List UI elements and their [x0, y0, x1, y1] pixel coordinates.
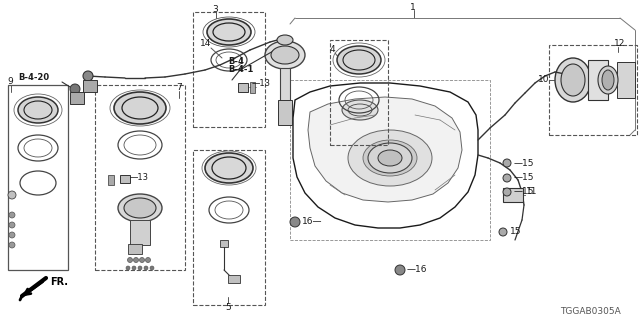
Bar [617, 62, 635, 98]
Circle shape [503, 174, 511, 182]
Text: —13: —13 [252, 79, 271, 89]
Ellipse shape [358, 136, 422, 180]
Text: TGGAB0305A: TGGAB0305A [560, 308, 621, 316]
Circle shape [132, 266, 136, 270]
Circle shape [503, 159, 511, 167]
Bar [95, 85, 185, 270]
Ellipse shape [598, 66, 618, 94]
Circle shape [9, 212, 15, 218]
Ellipse shape [602, 70, 614, 90]
Circle shape [145, 258, 150, 262]
Text: 11: 11 [526, 188, 538, 196]
Text: 9: 9 [7, 77, 13, 86]
Circle shape [503, 188, 511, 196]
Bar [278, 100, 292, 125]
Text: —15: —15 [514, 173, 534, 182]
Bar [549, 45, 637, 135]
Bar [8, 85, 68, 270]
Bar [193, 12, 265, 127]
Ellipse shape [561, 64, 585, 96]
Ellipse shape [378, 150, 402, 166]
Polygon shape [308, 97, 462, 202]
Text: 10: 10 [538, 76, 550, 84]
Bar [108, 175, 114, 185]
Text: —16: —16 [407, 266, 428, 275]
Text: 5: 5 [225, 303, 231, 313]
Text: 12: 12 [614, 38, 625, 47]
Ellipse shape [118, 194, 162, 222]
Circle shape [8, 191, 16, 199]
Bar [220, 240, 228, 247]
Ellipse shape [277, 35, 293, 45]
Ellipse shape [342, 100, 378, 120]
Text: 14: 14 [200, 39, 211, 49]
Circle shape [9, 242, 15, 248]
Ellipse shape [207, 19, 251, 45]
Ellipse shape [363, 140, 417, 176]
Text: 16—: 16— [302, 218, 323, 227]
Bar [238, 83, 248, 92]
Circle shape [70, 84, 80, 94]
Circle shape [126, 266, 130, 270]
Bar [130, 220, 150, 245]
Circle shape [499, 228, 507, 236]
Ellipse shape [205, 153, 253, 183]
Text: 15: 15 [510, 228, 522, 236]
Ellipse shape [555, 58, 591, 102]
Circle shape [83, 71, 93, 81]
Circle shape [140, 258, 145, 262]
Text: 1: 1 [410, 4, 416, 12]
Circle shape [290, 217, 300, 227]
Ellipse shape [337, 46, 381, 74]
Circle shape [134, 258, 138, 262]
Polygon shape [293, 83, 478, 228]
Text: B-4-20: B-4-20 [18, 74, 49, 83]
Bar [128, 244, 142, 254]
Bar [83, 80, 97, 92]
Bar [120, 175, 130, 183]
Bar [503, 188, 523, 202]
Circle shape [395, 265, 405, 275]
Bar [193, 150, 265, 305]
Bar [588, 60, 608, 100]
Ellipse shape [114, 92, 166, 124]
Bar [290, 80, 490, 240]
Circle shape [138, 266, 142, 270]
Circle shape [150, 266, 154, 270]
Ellipse shape [368, 143, 412, 173]
Text: —15: —15 [514, 188, 534, 196]
Ellipse shape [348, 130, 432, 186]
Circle shape [9, 232, 15, 238]
Bar [250, 82, 255, 93]
Circle shape [127, 258, 132, 262]
Bar [280, 68, 290, 103]
Text: 4: 4 [330, 45, 335, 54]
Text: —15: —15 [514, 158, 534, 167]
Text: 7: 7 [176, 84, 182, 92]
Text: B-4-1: B-4-1 [228, 66, 253, 75]
Text: —13: —13 [130, 172, 149, 181]
Bar [70, 92, 84, 104]
Text: 3: 3 [212, 4, 218, 13]
Circle shape [9, 222, 15, 228]
Bar [330, 40, 388, 145]
Ellipse shape [271, 46, 299, 64]
Ellipse shape [265, 41, 305, 69]
Text: FR.: FR. [50, 277, 68, 287]
Text: B-4: B-4 [228, 58, 244, 67]
Ellipse shape [124, 198, 156, 218]
Bar [228, 275, 240, 283]
Ellipse shape [18, 97, 58, 123]
Circle shape [144, 266, 148, 270]
